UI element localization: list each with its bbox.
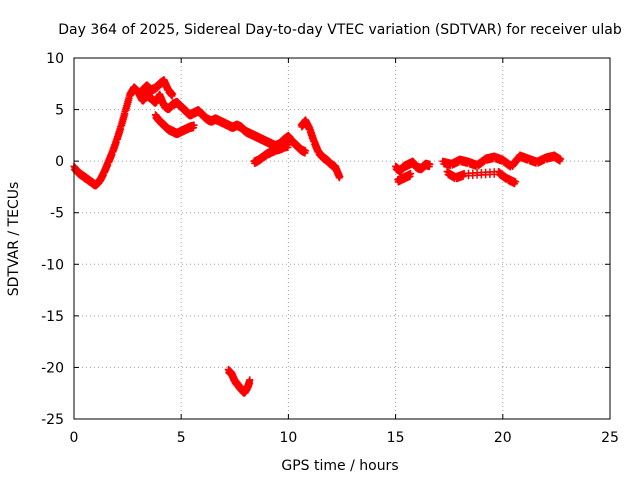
data-point-afternoon-low xyxy=(407,170,415,178)
plot-frame xyxy=(73,57,611,420)
y-tick-label: -10 xyxy=(41,257,64,273)
x-tick-label: 5 xyxy=(177,430,186,446)
y-tick-label: 10 xyxy=(46,51,64,67)
y-axis-label: SDTVAR / TECUs xyxy=(6,182,22,297)
data-point-evening-segment xyxy=(557,155,565,163)
x-tick-label: 25 xyxy=(601,430,619,446)
x-tick-label: 0 xyxy=(70,430,79,446)
data-layer xyxy=(70,76,565,397)
data-point-evening-low xyxy=(512,178,520,186)
data-point-upper-branch xyxy=(169,90,177,98)
y-tick-label: -25 xyxy=(41,412,64,428)
x-axis-label: GPS time / hours xyxy=(281,458,398,474)
y-tick-label: -15 xyxy=(41,309,64,325)
data-point-spike-segment xyxy=(336,173,344,181)
data-point-outlier-cluster xyxy=(246,376,254,384)
y-tick-label: -20 xyxy=(41,360,64,376)
x-tick-label: 20 xyxy=(494,430,512,446)
data-point-lower-branch xyxy=(190,121,198,129)
y-tick-label: 5 xyxy=(55,103,64,119)
chart-title: Day 364 of 2025, Sidereal Day-to-day VTE… xyxy=(58,22,622,38)
y-tick-label: -5 xyxy=(50,206,64,222)
x-tick-label: 10 xyxy=(279,430,297,446)
grid-layer xyxy=(74,58,610,419)
y-tick-label: 0 xyxy=(55,154,64,170)
data-point-late-branch xyxy=(284,141,292,149)
data-point-main-track xyxy=(302,147,310,155)
data-point-afternoon-segment xyxy=(426,160,434,168)
x-tick-label: 15 xyxy=(387,430,405,446)
